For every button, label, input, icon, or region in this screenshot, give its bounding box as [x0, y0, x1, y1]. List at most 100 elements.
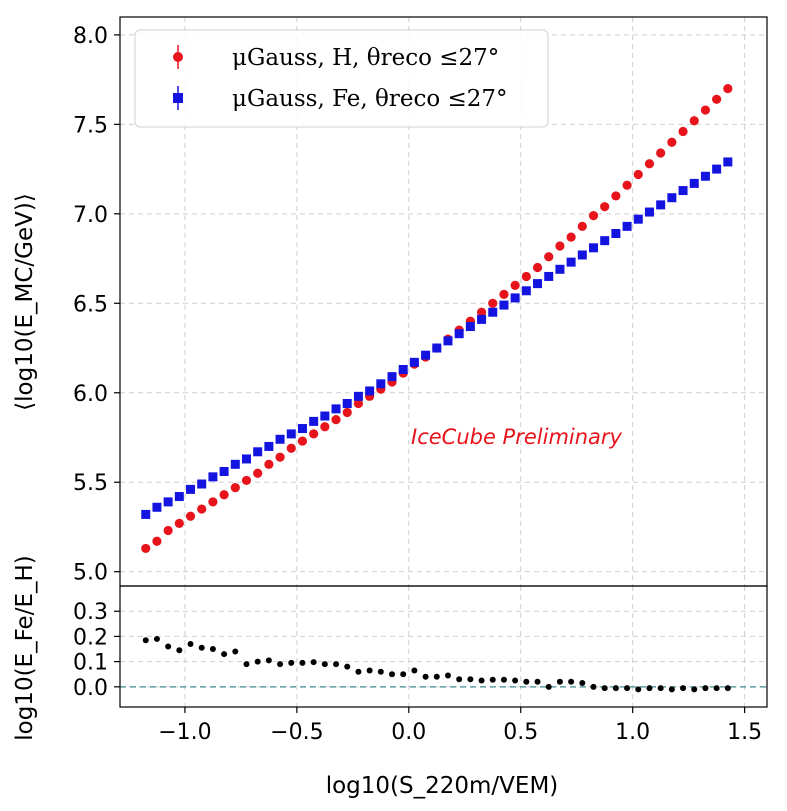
h-point-11	[264, 459, 274, 469]
h-point-14	[297, 436, 308, 446]
ratio-point-46	[657, 685, 664, 692]
h-point-38	[566, 232, 576, 242]
h-point-4	[185, 511, 196, 521]
xtick-label-2: 0.0	[391, 720, 426, 745]
fe-point-43	[622, 221, 632, 231]
ratio-point-43	[624, 685, 631, 692]
fe-point-30	[477, 314, 487, 324]
ratio-point-3	[176, 647, 183, 654]
main-ytick-label-0: 5.0	[73, 561, 108, 586]
ratio-ytick-label-3: 0.3	[73, 600, 108, 625]
legend-fe-marker	[173, 93, 183, 103]
main-ytick-label-3: 6.5	[73, 292, 108, 317]
h-point-33	[510, 280, 520, 290]
ratio-point-2	[165, 643, 172, 650]
h-point-50	[700, 105, 711, 115]
fe-point-25	[421, 350, 431, 360]
ratio-point-15	[310, 659, 317, 666]
ratio-point-51	[713, 685, 720, 692]
h-point-39	[577, 221, 587, 231]
ratio-point-35	[534, 678, 541, 685]
icecube-preliminary-annotation: IceCube Preliminary	[411, 425, 623, 449]
series-h-points	[141, 83, 733, 554]
ratio-point-4	[187, 640, 194, 647]
legend-box	[134, 29, 549, 128]
ratio-points	[142, 635, 731, 693]
h-point-34	[521, 271, 531, 282]
ratio-point-31	[489, 676, 496, 683]
fe-point-51	[712, 164, 722, 174]
ratio-point-34	[523, 678, 530, 685]
ratio-point-47	[668, 686, 675, 693]
ratio-point-8	[232, 648, 239, 655]
xtick-label-5: 1.5	[727, 720, 762, 745]
ratio-point-18	[344, 663, 351, 670]
legend-fe-label: μGauss, Fe, θreco ≤27°	[232, 86, 508, 112]
ratio-point-37	[556, 678, 563, 685]
fe-point-15	[309, 416, 319, 426]
fe-point-50	[700, 171, 710, 181]
fe-point-41	[600, 236, 610, 246]
h-point-36	[544, 252, 554, 262]
fe-point-26	[432, 343, 442, 353]
ratio-point-45	[646, 685, 653, 692]
ratio-point-19	[355, 668, 362, 675]
ratio-point-17	[333, 661, 340, 668]
ratio-point-6	[209, 646, 216, 653]
h-point-32	[499, 289, 509, 299]
ratio-point-48	[680, 685, 687, 692]
h-point-16	[320, 422, 330, 432]
fe-point-5	[197, 479, 207, 489]
ratio-point-1	[153, 635, 160, 642]
x-axis-label: log10(S_220m/VEM)	[326, 773, 559, 799]
xtick-label-0: −1.0	[158, 720, 211, 745]
fe-point-4	[186, 484, 196, 494]
h-point-0	[141, 543, 151, 554]
fe-point-23	[398, 364, 408, 374]
h-point-15	[309, 429, 319, 439]
ratio-point-25	[422, 673, 429, 680]
h-point-12	[275, 452, 285, 462]
main-y-ticks: 5.0 5.5 6.0 6.5 7.0 7.5 8.0	[73, 24, 120, 586]
xtick-label-3: 0.5	[503, 720, 538, 745]
ratio-point-0	[142, 637, 149, 644]
ratio-point-38	[568, 678, 575, 685]
ratio-point-12	[277, 661, 284, 668]
ratio-point-24	[411, 667, 418, 674]
h-point-18	[342, 407, 352, 418]
h-point-1	[152, 536, 162, 546]
fe-point-32	[499, 300, 509, 310]
series-fe-points	[141, 157, 733, 519]
ratio-point-9	[243, 661, 250, 668]
fe-point-27	[443, 336, 453, 346]
fe-point-33	[510, 293, 520, 303]
fe-point-8	[230, 459, 240, 469]
ratio-point-52	[724, 685, 731, 692]
ratio-point-30	[478, 677, 485, 684]
legend-h-label: μGauss, H, θreco ≤27°	[232, 45, 499, 71]
ratio-ytick-label-0: 0.0	[73, 676, 108, 701]
h-point-51	[712, 94, 722, 104]
ratio-point-10	[254, 658, 261, 665]
fe-point-12	[275, 434, 285, 444]
ratio-point-5	[198, 644, 205, 651]
h-point-42	[611, 191, 621, 201]
main-ytick-label-6: 8.0	[73, 24, 108, 49]
fe-point-42	[611, 229, 621, 239]
fe-point-24	[409, 357, 419, 367]
ratio-point-50	[702, 685, 709, 692]
ratio-y-axis-label: log10(E_Fe/E_H)	[12, 555, 38, 741]
ratio-panel-frame	[119, 585, 768, 708]
fe-point-46	[656, 200, 666, 210]
fe-point-52	[723, 157, 733, 167]
fe-point-13	[286, 429, 296, 439]
ratio-ytick-label-2: 0.2	[73, 625, 108, 650]
fe-point-20	[365, 386, 375, 396]
h-point-31	[488, 298, 498, 308]
fe-point-16	[320, 411, 330, 421]
ratio-ytick-label-1: 0.1	[73, 651, 108, 676]
h-point-41	[600, 202, 610, 212]
h-point-44	[633, 169, 643, 180]
fe-point-17	[331, 404, 341, 414]
main-ytick-label-2: 6.0	[73, 382, 108, 407]
